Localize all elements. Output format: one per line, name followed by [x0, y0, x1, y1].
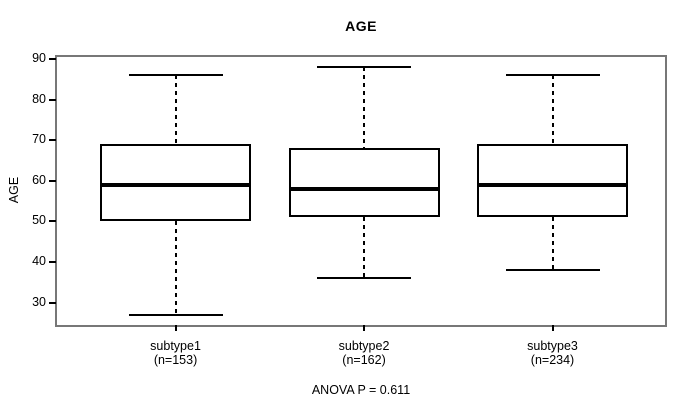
chart-title: AGE: [345, 18, 377, 34]
x-category-count: (n=162): [342, 353, 386, 367]
whisker-cap-upper: [505, 74, 600, 77]
x-axis-tick: [363, 325, 366, 331]
whisker-cap-lower: [505, 269, 600, 272]
x-category-name: subtype2: [338, 339, 390, 353]
x-category-name: subtype3: [527, 339, 578, 353]
anova-annotation: ANOVA P = 0.611: [311, 383, 411, 397]
boxplot-box-subtype3: [477, 144, 629, 218]
y-axis-tick: [49, 98, 56, 101]
y-axis-tick: [49, 139, 56, 142]
x-category-label-subtype1: subtype1 (n=153): [150, 339, 201, 367]
whisker-cap-upper: [317, 66, 412, 69]
whisker-upper-line: [551, 75, 554, 145]
whisker-cap-upper: [128, 74, 223, 77]
whisker-upper-line: [174, 75, 177, 145]
x-axis-tick: [551, 325, 554, 331]
x-category-count: (n=153): [153, 353, 198, 367]
y-axis-tick: [49, 179, 56, 182]
whisker-cap-lower: [317, 277, 412, 280]
y-axis-tick-label: 50: [32, 213, 46, 228]
y-axis-tick: [49, 261, 56, 264]
y-axis-tick-label: 40: [32, 254, 46, 269]
y-axis-tick: [49, 220, 56, 223]
y-axis-tick: [49, 58, 56, 61]
y-axis-tick-label: 30: [32, 294, 46, 309]
plot-area-border: [55, 55, 667, 327]
median-line-subtype1: [100, 182, 252, 187]
whisker-cap-lower: [128, 313, 223, 316]
x-axis-tick: [174, 325, 177, 331]
x-category-count: (n=234): [530, 353, 575, 367]
whisker-lower-line: [551, 217, 554, 271]
whisker-upper-line: [363, 67, 366, 149]
y-axis-tick-label: 80: [32, 91, 46, 106]
y-axis-tick-label: 60: [32, 172, 46, 187]
boxplot-box-subtype1: [100, 144, 252, 222]
x-category-name: subtype1: [150, 339, 201, 353]
y-axis-tick: [49, 301, 56, 304]
x-category-label-subtype3: subtype3 (n=234): [527, 339, 578, 367]
median-line-subtype3: [477, 182, 629, 187]
y-axis-tick-label: 90: [32, 51, 46, 66]
x-category-label-subtype2: subtype2 (n=162): [339, 339, 390, 367]
boxplot-box-subtype2: [288, 148, 440, 218]
y-axis-tick-label: 70: [32, 132, 46, 147]
median-line-subtype2: [288, 186, 440, 191]
whisker-lower-line: [363, 217, 366, 279]
whisker-lower-line: [174, 221, 177, 315]
